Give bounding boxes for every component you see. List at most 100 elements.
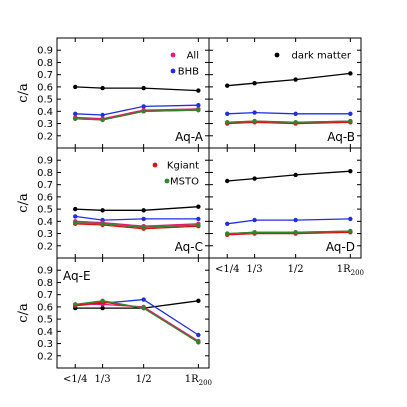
data-point-dark-matter — [100, 85, 105, 91]
legend: dark matter — [274, 51, 352, 62]
y-tick-label: 0.8 — [37, 278, 53, 289]
data-point-dark-matter — [252, 176, 257, 181]
data-point-msto — [348, 118, 353, 124]
data-point-bhb — [196, 103, 201, 108]
data-point-dark-matter — [100, 305, 105, 311]
y-tick-label: 0.5 — [37, 205, 53, 216]
data-point-msto — [141, 225, 146, 230]
data-point-msto — [252, 230, 257, 235]
data-point-dark-matter — [141, 208, 146, 213]
legend-label: All — [187, 51, 199, 62]
series-line-bhb — [227, 218, 351, 225]
data-point-bhb — [141, 216, 146, 222]
legend: All BHB — [170, 51, 199, 78]
y-tick-label: 0.8 — [37, 58, 53, 69]
panel-aq-c: 0.20.30.40.5 0.60.70.80.9 c/a Aq-C Kgiant MST… — [16, 147, 210, 259]
y-tick-label: 0.6 — [37, 302, 53, 313]
data-point-msto — [225, 231, 230, 236]
data-point-bhb — [141, 297, 146, 302]
data-point-bhb — [196, 332, 201, 338]
x-tick-label: 1/3 — [95, 374, 111, 385]
data-point-msto — [293, 230, 298, 235]
legend-marker — [164, 178, 170, 184]
data-point-msto — [141, 305, 146, 311]
data-point-bhb — [348, 111, 353, 116]
y-tick-label: 0.9 — [37, 46, 53, 57]
data-point-bhb — [196, 216, 201, 222]
series-line-msto — [75, 300, 199, 343]
series-line-msto — [227, 120, 351, 123]
data-point-bhb — [225, 111, 230, 116]
panel-aq-a: 0.20.30.40.5 0.60.70.80.9 c/a Aq-A All BHB — [16, 37, 210, 149]
y-tick-label: 0.8 — [37, 168, 53, 179]
data-point-msto — [73, 302, 78, 307]
panel-aq-e: 0.20.30.40.5 0.60.70.80.9 <1/4 1/3 1/2 1R200 c… — [16, 257, 212, 387]
x-tick-label: 1/2 — [288, 264, 304, 275]
y-tick-label: 0.9 — [37, 266, 53, 277]
data-point-dark-matter — [100, 208, 105, 213]
panel-label: Aq-E — [63, 269, 91, 283]
x-tick-label: 1/2 — [136, 374, 152, 385]
x-tick-subscript: 200 — [351, 269, 364, 277]
data-point-msto — [73, 116, 78, 121]
legend-label: BHB — [178, 67, 199, 78]
data-point-msto — [293, 120, 298, 125]
panel-aq-b: Aq-B dark matter — [208, 37, 362, 149]
y-tick-label: 0.3 — [37, 339, 53, 350]
legend-marker — [170, 52, 176, 58]
data-point-msto — [196, 222, 201, 228]
legend-label: Kgiant — [167, 161, 199, 172]
legend-marker — [274, 52, 280, 58]
y-axis-label: c/a — [16, 303, 31, 323]
panel-label: Aq-B — [327, 130, 355, 144]
panel-label: Aq-A — [175, 130, 204, 144]
y-tick-label: 0.9 — [37, 156, 53, 167]
y-tick-label: 0.7 — [37, 70, 53, 81]
y-axis-label: c/a — [16, 193, 31, 213]
y-tick-label: 0.2 — [37, 131, 53, 142]
y-tick-label: 0.2 — [37, 351, 53, 362]
y-tick-label: 0.7 — [37, 180, 53, 191]
y-tick-label: 0.4 — [37, 107, 53, 118]
data-point-msto — [196, 107, 201, 113]
data-point-msto — [196, 340, 201, 345]
data-point-bhb — [73, 214, 78, 219]
data-point-msto — [100, 221, 105, 226]
panel-frame — [208, 147, 362, 259]
y-tick-label: 0.4 — [37, 217, 53, 228]
legend-marker — [170, 68, 176, 74]
data-point-dark-matter — [348, 71, 353, 76]
x-tick-label: <1/4 — [215, 264, 239, 275]
series-line-bhb — [75, 104, 199, 116]
data-point-bhb — [348, 216, 353, 222]
x-tick-label: 1/3 — [247, 264, 263, 275]
y-tick-label: 0.3 — [37, 119, 53, 130]
series-line-kgiant — [227, 121, 351, 125]
panel-label: Aq-C — [175, 240, 203, 254]
legend-marker — [152, 162, 158, 168]
x-tick-label: <1/4 — [63, 374, 87, 385]
panel-frame — [56, 257, 210, 369]
y-tick-label: 0.7 — [37, 290, 53, 301]
series-line-kgiant — [227, 231, 351, 236]
data-point-dark-matter — [293, 172, 298, 178]
x-tick-label: 1R200 — [337, 264, 364, 277]
panel-label: Aq-D — [326, 240, 355, 254]
data-point-dark-matter — [196, 204, 201, 209]
legend-label: MSTO — [170, 177, 199, 188]
data-point-dark-matter — [141, 85, 146, 91]
y-tick-label: 0.6 — [37, 82, 53, 93]
data-point-bhb — [141, 104, 146, 109]
x-tick-subscript: 200 — [199, 379, 212, 387]
y-tick-label: 0.4 — [37, 327, 53, 338]
y-tick-label: 0.2 — [37, 241, 53, 252]
data-point-bhb — [100, 112, 105, 118]
data-point-msto — [252, 118, 257, 124]
series-line-dark-matter — [75, 300, 199, 309]
series-line-dark-matter — [227, 170, 351, 182]
series-line-kgiant — [75, 223, 199, 230]
data-point-dark-matter — [73, 206, 78, 212]
y-tick-label: 0.5 — [37, 95, 53, 106]
data-point-msto — [141, 109, 146, 114]
